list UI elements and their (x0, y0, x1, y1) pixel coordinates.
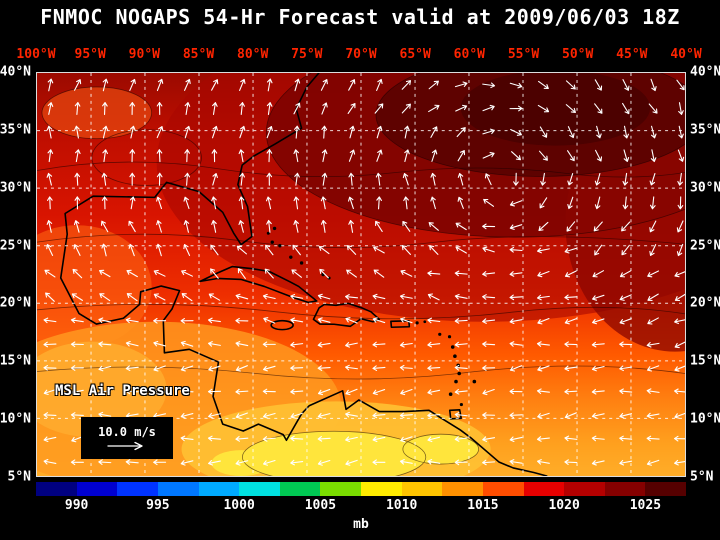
colorbar-tick-label: 995 (146, 498, 170, 513)
pressure-overlay-label: MSL Air Pressure (55, 383, 190, 399)
latitude-label: 10°N (690, 411, 720, 427)
colorbar-segment (157, 482, 199, 496)
longitude-label: 70°W (345, 47, 377, 62)
colorbar-tick-label: 1010 (385, 498, 418, 513)
longitude-axis: 100°W 95°W 90°W 85°W 80°W 75°W 70°W 65°W 60°W 55°… (0, 47, 720, 63)
latitude-label: 20°N (0, 295, 31, 311)
latitude-label: 25°N (0, 238, 31, 254)
trinidad-coastline (448, 409, 462, 420)
low-pressure-yellow-region (242, 431, 426, 476)
latitude-label: 30°N (690, 180, 720, 196)
latitude-label: 5°N (7, 469, 31, 485)
colorbar-tick-label: 1025 (629, 498, 662, 513)
longitude-label: 95°W (74, 47, 106, 62)
latitude-label: 35°N (0, 122, 31, 138)
cuba-coastline (199, 265, 318, 304)
colorbar-segment (401, 482, 443, 496)
latitude-label: 30°N (0, 180, 31, 196)
longitude-label: 80°W (237, 47, 269, 62)
latitude-label: 15°N (690, 353, 720, 369)
colorbar-segment (604, 482, 646, 496)
isobar-contours (37, 73, 685, 476)
wind-speed-label: 10.0 m/s (98, 424, 156, 439)
colorbar-segment (76, 482, 118, 496)
longitude-label: 40°W (670, 47, 702, 62)
colorbar-tick-labels: 990 995 1000 1005 1010 1015 1020 1025 (0, 498, 720, 513)
mainland-coastline (59, 73, 548, 476)
latitude-label: 35°N (690, 122, 720, 138)
grid-lines (37, 73, 685, 476)
colorbar-segment (645, 482, 686, 496)
longitude-label: 90°W (128, 47, 160, 62)
colorbar (36, 482, 686, 496)
latitude-label: 20°N (690, 295, 720, 311)
pressure-map-canvas (37, 73, 685, 476)
longitude-label: 55°W (507, 47, 540, 62)
colorbar-segment (523, 482, 565, 496)
latitude-axis-left: 40°N 35°N 30°N 25°N 20°N 15°N 10°N 5°N (0, 0, 33, 540)
colorbar-segment (198, 482, 240, 496)
colorbar-segment (320, 482, 361, 496)
wind-scale-legend: 10.0 m/s (81, 417, 173, 459)
colorbar-unit: mb (353, 517, 369, 532)
colorbar-segment (482, 482, 524, 496)
colorbar-segment (442, 482, 483, 496)
colorbar-segment (239, 482, 280, 496)
wind-reference-arrow (107, 441, 143, 450)
colorbar-tick-label: 1015 (467, 498, 499, 513)
longitude-label: 60°W (453, 47, 485, 62)
colorbar-segment (361, 482, 402, 496)
colorbar-segment (117, 482, 158, 496)
colorbar-segment (279, 482, 321, 496)
latitude-label: 25°N (690, 238, 720, 254)
latitude-label: 40°N (690, 64, 720, 80)
hispaniola-coastline (312, 302, 381, 328)
longitude-label: 65°W (399, 47, 431, 62)
coastlines (59, 73, 548, 476)
colorbar-tick-label: 1000 (223, 498, 255, 513)
jamaica-coastline (270, 319, 294, 331)
colorbar-tick-label: 1005 (304, 498, 337, 513)
longitude-label: 75°W (291, 47, 323, 62)
page-title: FNMOC NOGAPS 54-Hr Forecast valid at 200… (40, 5, 680, 29)
colorbar-segment (36, 482, 77, 496)
longitude-label: 100°W (16, 47, 56, 62)
longitude-label: 85°W (182, 47, 215, 62)
colorbar-tick-label: 990 (64, 498, 89, 513)
longitude-label: 45°W (616, 47, 648, 62)
latitude-label: 40°N (0, 64, 31, 80)
map-area: MSL Air Pressure 10.0 m/s (36, 72, 686, 477)
longitude-label: 50°W (562, 47, 594, 62)
latitude-axis-right: 40°N 35°N 30°N 25°N 20°N 15°N 10°N 5°N (688, 0, 720, 540)
latitude-label: 10°N (0, 411, 31, 427)
latitude-label: 5°N (690, 469, 714, 485)
colorbar-segment (564, 482, 605, 496)
latitude-label: 15°N (0, 353, 31, 369)
colorbar-tick-label: 1020 (548, 498, 580, 513)
